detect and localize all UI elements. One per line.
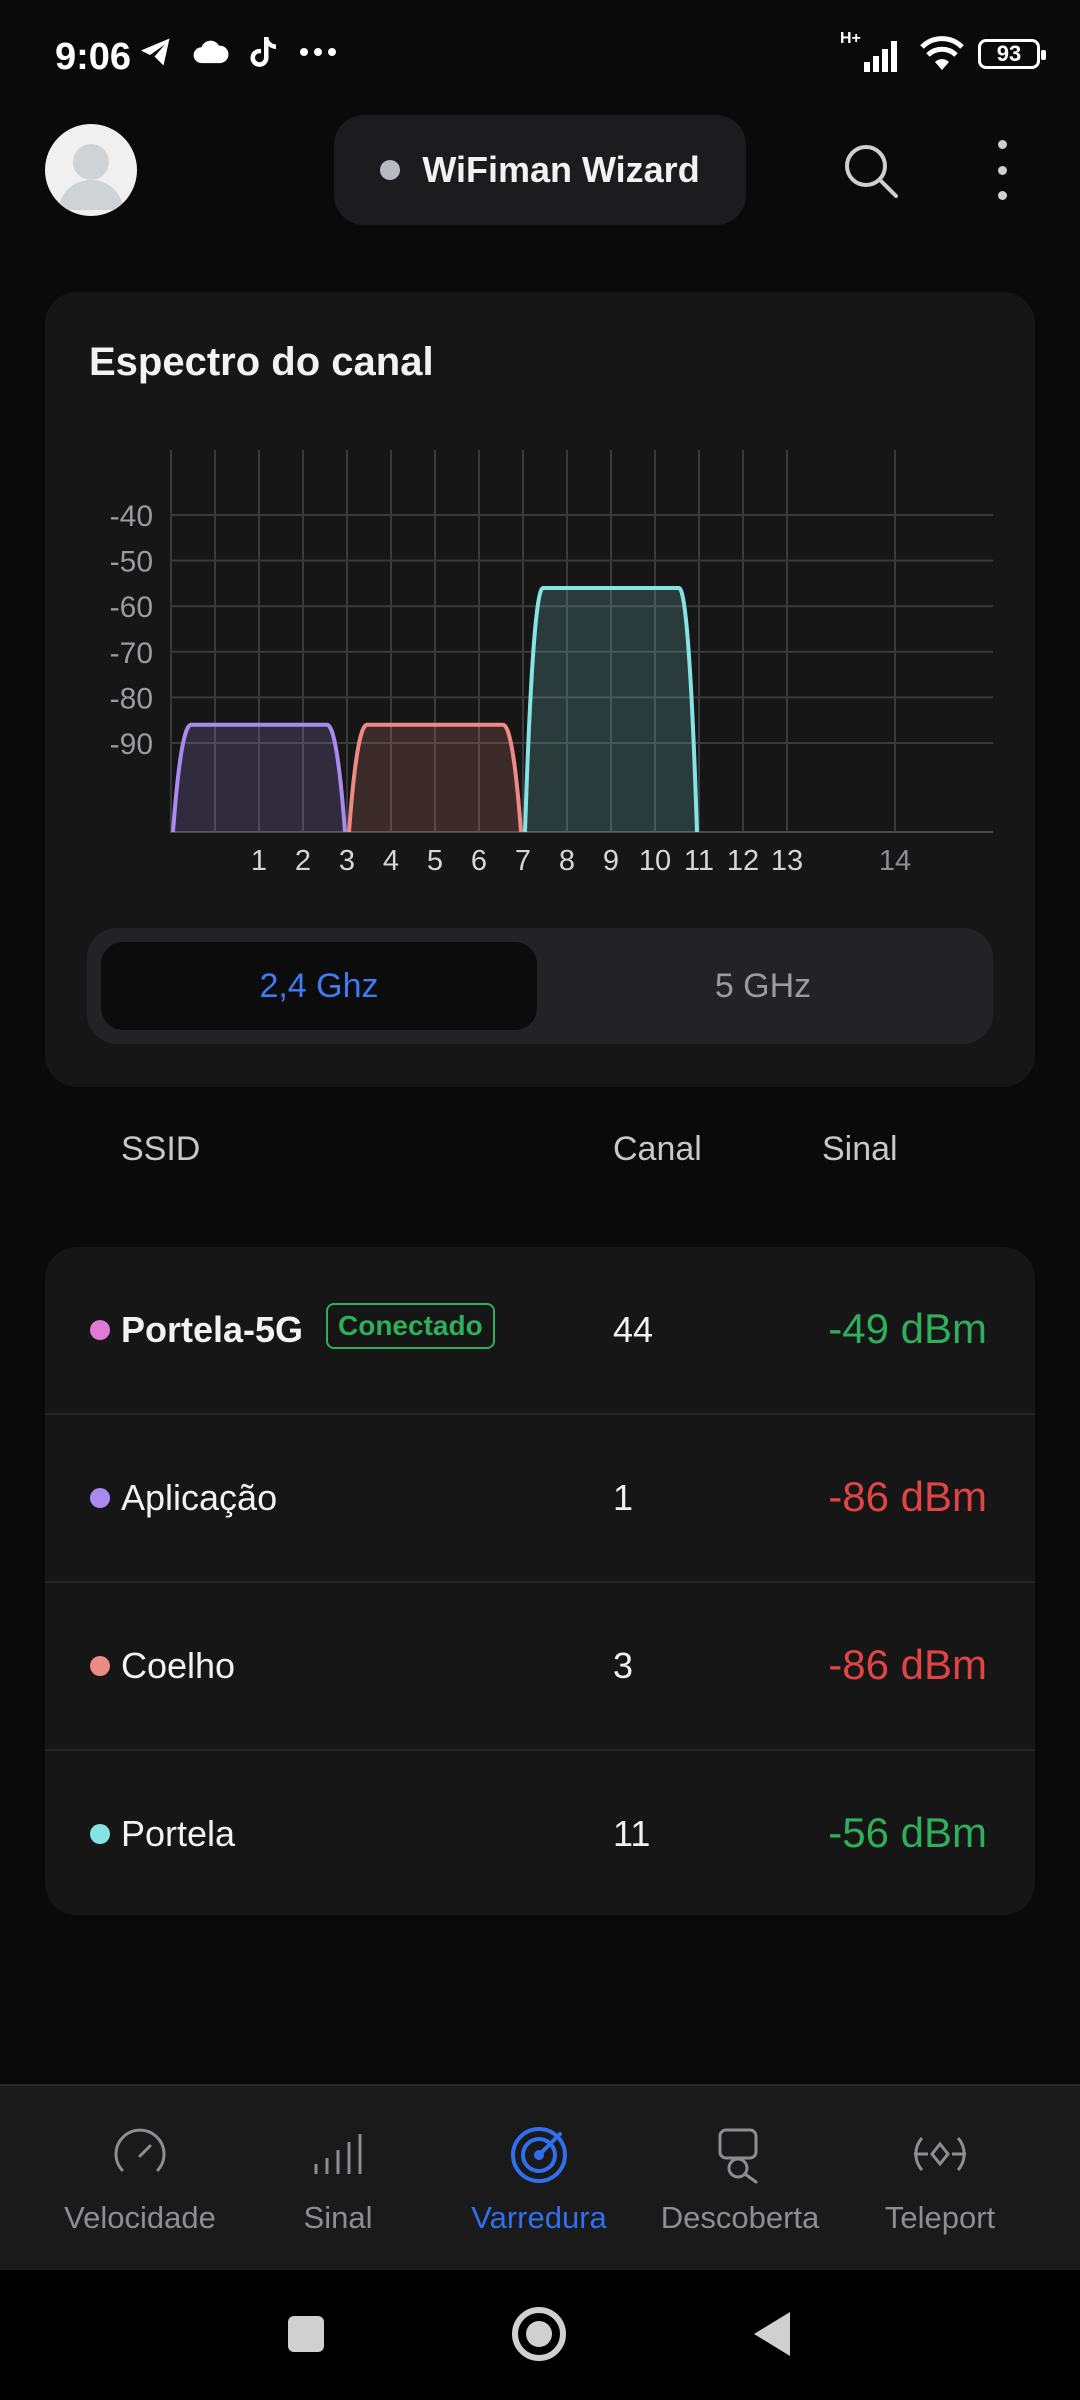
network-signal: -49 dBm bbox=[828, 1305, 987, 1352]
x-tick-label: 10 bbox=[639, 845, 671, 877]
status-dot-icon bbox=[380, 160, 401, 180]
nav-descoberta[interactable]: Descoberta bbox=[640, 2086, 840, 2272]
bottom-navigation: Velocidade Sinal Varredura Descoberta bbox=[0, 2084, 1080, 2272]
nav-label: Velocidade bbox=[64, 2200, 216, 2235]
network-channel: 44 bbox=[613, 1309, 654, 1350]
wizard-button[interactable]: WiFiman Wizard bbox=[334, 115, 746, 225]
x-tick-label: 14 bbox=[879, 845, 911, 877]
y-tick-label: -60 bbox=[110, 591, 153, 624]
divider bbox=[45, 1581, 1035, 1583]
nav-label: Varredura bbox=[471, 2200, 607, 2235]
x-tick-label: 8 bbox=[559, 845, 575, 877]
wizard-title: WiFiman Wizard bbox=[422, 149, 700, 190]
series-area bbox=[349, 724, 521, 832]
nav-velocidade[interactable]: Velocidade bbox=[40, 2086, 240, 2272]
network-channel: 11 bbox=[613, 1813, 651, 1854]
teleport-icon bbox=[914, 2137, 966, 2171]
status-bar: 9:06 H+ 93 bbox=[0, 0, 1080, 110]
network-color-dot bbox=[90, 1824, 110, 1844]
search-icon[interactable] bbox=[842, 142, 900, 200]
nav-sinal[interactable]: Sinal bbox=[238, 2086, 438, 2272]
band-5ghz-tab[interactable]: 5 GHz bbox=[714, 966, 812, 1005]
recent-apps-icon[interactable] bbox=[286, 2314, 326, 2354]
x-tick-label: 13 bbox=[771, 845, 803, 877]
x-tick-label: 7 bbox=[515, 845, 531, 877]
spectrum-title: Espectro do canal bbox=[89, 340, 434, 384]
band-toggle: 2,4 Ghz 5 GHz bbox=[87, 928, 993, 1044]
network-type: H+ bbox=[840, 30, 861, 47]
nav-teleport[interactable]: Teleport bbox=[840, 2086, 1040, 2272]
series-line bbox=[523, 585, 699, 833]
ssid-column-header[interactable]: SSID bbox=[121, 1130, 201, 1168]
network-signal: -86 dBm bbox=[828, 1641, 987, 1688]
channel-spectrum-card: Espectro do canal -40 -50 -60 -70 -80 -90 1 2 3 4… bbox=[45, 292, 1035, 1087]
user-avatar-icon bbox=[59, 144, 123, 210]
channel-spectrum-chart: -40-50-60-70-80-901 2 3 4 5 6 7 8 9 10 11 12 13 14 bbox=[110, 450, 993, 877]
network-signal: -56 dBm bbox=[828, 1809, 987, 1856]
network-row-portela[interactable]: Portela 11 -56 dBm bbox=[45, 1751, 1035, 1915]
home-icon[interactable] bbox=[510, 2305, 568, 2363]
x-tick-label: 1 bbox=[251, 845, 267, 877]
network-ssid: Aplicação bbox=[121, 1477, 278, 1518]
network-row-portela-5g[interactable]: Portela-5G Conectado 44 -49 dBm bbox=[45, 1247, 1035, 1413]
series-line bbox=[171, 722, 347, 833]
nav-varredura[interactable]: Varredura bbox=[439, 2086, 639, 2272]
network-color-dot bbox=[90, 1320, 110, 1340]
tiktok-icon bbox=[250, 37, 276, 67]
x-tick-label: 11 bbox=[684, 845, 714, 877]
nav-label: Teleport bbox=[884, 2200, 996, 2235]
x-tick-label: 3 bbox=[339, 845, 355, 877]
system-navigation-bar bbox=[0, 2270, 1080, 2400]
network-ssid: Coelho bbox=[121, 1645, 236, 1686]
radar-scan-icon bbox=[511, 2127, 567, 2183]
x-tick-label: 12 bbox=[727, 845, 759, 877]
band-2-4ghz-tab[interactable]: 2,4 Ghz bbox=[101, 942, 537, 1030]
network-channel: 1 bbox=[613, 1477, 634, 1518]
status-time: 9:06 bbox=[55, 36, 132, 78]
x-tick-label: 2 bbox=[295, 845, 311, 877]
avatar[interactable] bbox=[45, 124, 137, 216]
x-tick-label: 9 bbox=[603, 845, 619, 877]
battery-icon: 93 bbox=[978, 39, 1046, 69]
network-signal: -86 dBm bbox=[828, 1473, 987, 1520]
y-tick-label: -50 bbox=[110, 546, 153, 579]
x-tick-label: 6 bbox=[471, 845, 487, 877]
y-tick-label: -90 bbox=[110, 728, 153, 761]
signal-column-header[interactable]: Sinal bbox=[822, 1130, 898, 1168]
series-area bbox=[525, 587, 697, 832]
series-area bbox=[173, 724, 345, 832]
network-color-dot bbox=[90, 1488, 110, 1508]
y-tick-label: -40 bbox=[110, 500, 153, 533]
telegram-icon bbox=[141, 38, 170, 66]
divider bbox=[45, 1413, 1035, 1415]
nav-label: Sinal bbox=[303, 2200, 373, 2235]
divider bbox=[45, 1749, 1035, 1751]
notification-icons bbox=[138, 34, 338, 70]
wifi-icon bbox=[920, 36, 964, 70]
y-tick-label: -70 bbox=[110, 637, 153, 670]
connected-badge: Conectado bbox=[326, 1303, 495, 1349]
network-row-aplicacao[interactable]: Aplicação 1 -86 dBm bbox=[45, 1415, 1035, 1581]
mobile-signal-icon: H+ bbox=[840, 30, 906, 72]
back-icon[interactable] bbox=[752, 2310, 792, 2358]
speedometer-icon bbox=[114, 2128, 166, 2172]
device-discovery-icon bbox=[718, 2128, 758, 2184]
series-line bbox=[347, 722, 523, 833]
y-tick-label: -80 bbox=[110, 682, 153, 715]
network-color-dot bbox=[90, 1656, 110, 1676]
network-list: Portela-5G Conectado 44 -49 dBm Aplicaçã… bbox=[45, 1247, 1035, 1915]
network-row-coelho[interactable]: Coelho 3 -86 dBm bbox=[45, 1583, 1035, 1749]
network-channel: 3 bbox=[613, 1645, 634, 1686]
cloud-icon bbox=[193, 40, 229, 64]
network-ssid: Portela bbox=[121, 1813, 236, 1854]
more-options-icon[interactable] bbox=[990, 140, 1014, 200]
x-tick-label: 5 bbox=[427, 845, 443, 877]
nav-label: Descoberta bbox=[660, 2200, 820, 2235]
more-notifications-icon bbox=[300, 48, 336, 56]
x-tick-label: 4 bbox=[383, 845, 399, 877]
signal-bars-icon bbox=[314, 2134, 362, 2174]
channel-column-header[interactable]: Canal bbox=[613, 1130, 702, 1168]
network-ssid: Portela-5G bbox=[121, 1309, 304, 1350]
